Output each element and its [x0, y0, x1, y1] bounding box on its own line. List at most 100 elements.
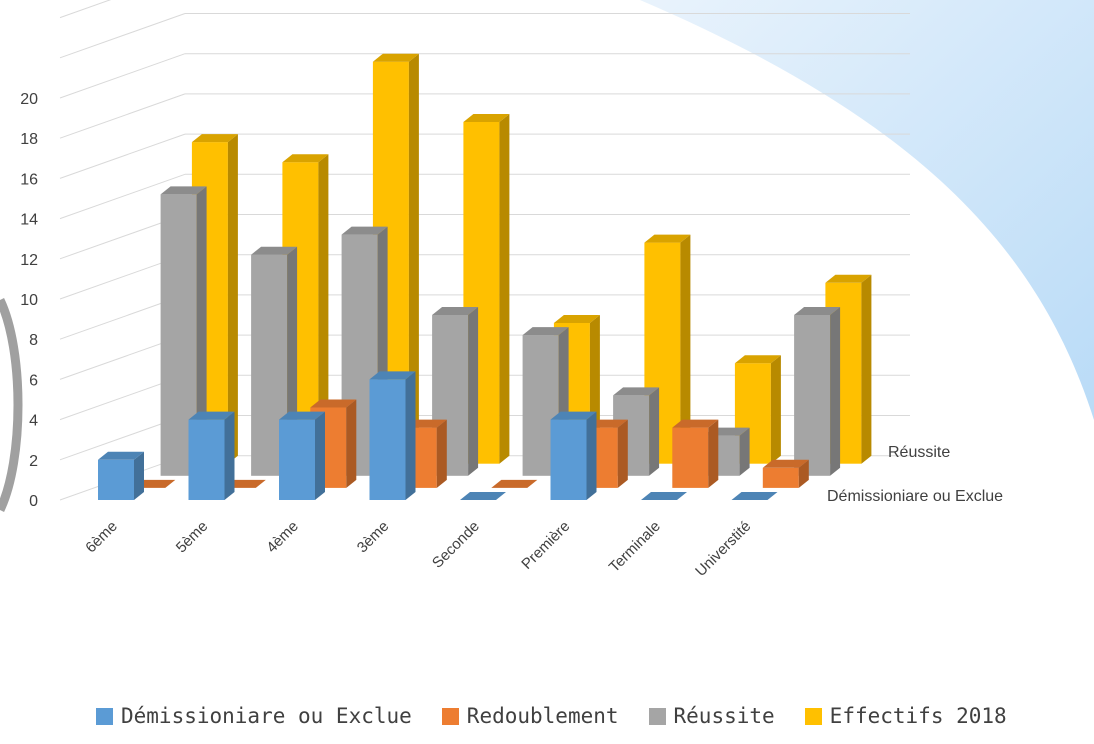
bar-top-face — [191, 134, 238, 143]
background-decoration — [640, 0, 1094, 420]
legend-label-effectifs: Effectifs 2018 — [829, 704, 1007, 728]
bar-side-face — [830, 307, 841, 476]
bar-redoublement-universtite — [762, 459, 809, 488]
y-tick-label: 10 — [20, 292, 38, 309]
legend-swatch-redoublement — [441, 707, 459, 725]
bar-top-face — [310, 399, 357, 408]
legend-item-effectifs: Effectifs 2018 — [804, 704, 1007, 728]
bar-top-face — [641, 492, 687, 500]
y-tick-label: 2 — [29, 453, 38, 470]
bar-front-face — [794, 315, 831, 476]
legend: Démissioniare ou Exclue Redoublement Réu… — [96, 704, 1007, 728]
bar-top-face — [550, 411, 597, 420]
bar-top-face — [372, 53, 419, 62]
bar-side-face — [680, 234, 691, 464]
bar-front-face — [98, 459, 134, 500]
depth-label-reussite: Réussite — [888, 444, 950, 461]
bar-top-face — [463, 114, 510, 122]
legend-swatch-effectifs — [804, 707, 822, 725]
bar-side-face — [708, 419, 719, 488]
gridline-side — [59, 0, 112, 19]
bar-top-face — [98, 451, 144, 460]
bar-side-face — [196, 186, 207, 476]
bar-front-face — [369, 379, 406, 500]
bar-top-face — [825, 274, 872, 283]
legend-item-demission: Démissioniare ou Exclue — [96, 704, 412, 728]
bar-top-face — [279, 411, 325, 420]
depth-label-demission: Démissioniare ou Exclue — [827, 488, 1003, 505]
bar-top-face — [731, 492, 778, 500]
x-axis-category-label: Terminale — [606, 518, 664, 576]
bar-top-face — [491, 479, 538, 488]
bar-top-face — [644, 234, 691, 243]
bar-front-face — [279, 419, 315, 500]
x-axis-category-label: 4ème — [263, 518, 302, 557]
bar-demissioniare-ou-exclue-6eme — [98, 451, 144, 500]
y-tick-label: 16 — [20, 171, 38, 188]
bar-side-face — [134, 451, 144, 500]
legend-swatch-reussite — [648, 707, 666, 725]
bar-demissioniare-ou-exclue-seconde — [460, 492, 506, 501]
bar-top-face — [762, 459, 809, 468]
legend-item-redoublement: Redoublement — [441, 704, 619, 728]
bar-top-face — [160, 186, 207, 195]
legend-swatch-demission — [96, 707, 113, 725]
bar-side-face — [770, 355, 781, 464]
bar-top-face — [553, 315, 600, 323]
bar-top-face — [251, 246, 298, 255]
bar-top-face — [460, 492, 506, 500]
bar-top-face — [341, 226, 388, 235]
y-tick-label: 8 — [29, 332, 38, 349]
bar-side-face — [499, 114, 510, 464]
x-axis-category-label: 3ème — [354, 518, 393, 557]
bar-demissioniare-ou-exclue-terminale — [641, 492, 687, 501]
x-axis-category-label: Universtité — [692, 518, 754, 580]
bar-top-face — [613, 387, 660, 396]
bars — [98, 53, 872, 501]
bar-redoublement-seconde — [491, 479, 538, 488]
bar-side-face — [468, 307, 479, 476]
bar-demissioniare-ou-exclue-5eme — [188, 411, 235, 500]
bar-side-face — [861, 274, 872, 464]
gridline-side — [59, 13, 186, 59]
bar-side-face — [405, 371, 416, 500]
bar-demissioniare-ou-exclue-4eme — [279, 411, 325, 500]
y-tick-label: 12 — [20, 252, 38, 269]
y-axis-ticks: 0 2 4 6 8 10 12 14 16 18 20 — [20, 91, 38, 510]
bar-side-face — [318, 154, 329, 464]
bar-front-face — [550, 419, 587, 500]
bar-side-face — [436, 419, 447, 488]
gridline-side — [59, 53, 186, 99]
bar-front-face — [762, 467, 799, 488]
bar-side-face — [315, 411, 325, 500]
legend-item-reussite: Réussite — [648, 704, 775, 728]
gridline-side — [59, 133, 186, 179]
bar-side-face — [346, 399, 357, 488]
bar-demissioniare-ou-exclue-3eme — [369, 371, 416, 500]
bar-reussite-5eme — [251, 246, 298, 476]
bar-demissioniare-ou-exclue-premiere — [550, 411, 597, 500]
bar-side-face — [586, 411, 597, 500]
y-tick-label: 0 — [29, 493, 38, 510]
gridline-side — [59, 173, 186, 220]
legend-label-reussite: Réussite — [673, 704, 775, 728]
bar-front-face — [672, 427, 709, 488]
legend-label-demission: Démissioniare ou Exclue — [121, 704, 412, 728]
x-axis-category-label: 5ème — [173, 518, 212, 557]
x-axis-categories: 6ème 5ème 4ème 3ème Seconde Première Terminale… — [82, 518, 754, 580]
gridline-side — [59, 93, 186, 139]
bar-top-face — [432, 307, 479, 315]
bar-top-face — [794, 307, 841, 315]
bar-side-face — [739, 427, 750, 476]
bar-top-face — [282, 154, 329, 163]
bar-top-face — [522, 327, 569, 336]
background-left-arc — [0, 298, 23, 512]
y-tick-label: 4 — [29, 413, 38, 430]
bar-redoublement-terminale — [672, 419, 719, 488]
bar-top-face — [734, 355, 781, 364]
bar-effectifs-2018-terminale — [734, 355, 781, 464]
bar-side-face — [798, 459, 809, 488]
bar-side-face — [649, 387, 660, 476]
y-tick-label: 20 — [20, 91, 38, 108]
